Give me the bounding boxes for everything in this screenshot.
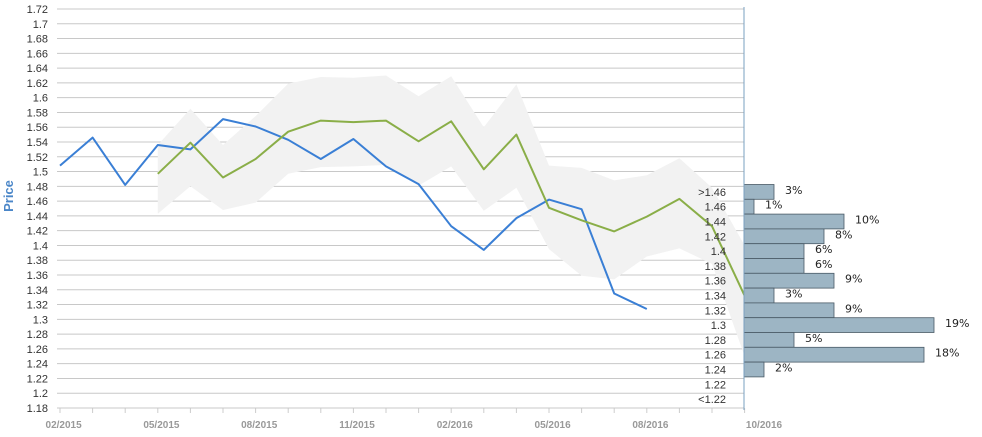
- x-tick-label: 08/2016: [632, 420, 669, 431]
- distribution-bar: [743, 228, 825, 245]
- distribution-pct-label: 19%: [945, 317, 969, 330]
- forecast-band-area: [157, 75, 745, 357]
- distribution-bucket-label: 1.42: [705, 231, 726, 243]
- y-tick-label: 1.46: [27, 196, 48, 208]
- y-tick-label: 1.32: [27, 300, 48, 312]
- y-tick-label: 1.64: [27, 63, 48, 75]
- axes: 1.18 1.2 1.22 1.24 1.26 1.28 1.3 1.32 1.34 1.36 1.…: [27, 4, 783, 431]
- y-tick-label: 1.24: [27, 359, 48, 371]
- distribution-bucket-label: 1.44: [705, 217, 726, 229]
- distribution-bucket-label: 1.24: [705, 365, 726, 377]
- forecast-price-line: [157, 119, 746, 297]
- distribution-bucket-label: 1.4: [711, 246, 726, 258]
- distribution-bar: [743, 302, 835, 319]
- y-tick-label: 1.68: [27, 34, 48, 46]
- y-tick-label: 1.28: [27, 329, 48, 341]
- y-tick-label: 1.66: [27, 48, 48, 60]
- distribution-bucket-label: 1.38: [705, 261, 726, 273]
- x-tick-label: 02/2015: [46, 420, 83, 431]
- distribution-bar: [743, 317, 935, 333]
- x-tick-label: 10/2016: [746, 420, 783, 431]
- distribution-bar: [743, 243, 805, 259]
- distribution-bar: [743, 184, 775, 200]
- distribution-bar: [743, 361, 765, 378]
- distribution-pct-label: 8%: [835, 228, 852, 241]
- y-tick-label: 1.4: [33, 240, 48, 252]
- distribution-bar: [743, 272, 835, 289]
- distribution-pct-label: 1%: [765, 199, 782, 212]
- actual-price-line: [59, 118, 648, 310]
- distribution-pct-label: 5%: [805, 332, 822, 345]
- y-axis-label: Price: [1, 180, 16, 212]
- y-tick-label: 1.26: [27, 344, 48, 356]
- y-tick-label: 1.62: [27, 78, 48, 90]
- y-tick-label: 1.38: [27, 255, 48, 267]
- y-tick-label: 1.42: [27, 226, 48, 238]
- distribution-pct-label: 9%: [845, 302, 862, 315]
- y-tick-label: 1.18: [27, 403, 48, 415]
- y-tick-label: 1.34: [27, 285, 48, 297]
- distribution-pct-label: 3%: [785, 288, 802, 301]
- distribution-bucket-label: 1.36: [705, 276, 726, 288]
- distribution-pct-label: 3%: [785, 184, 802, 197]
- distribution-pct-label: 6%: [815, 258, 832, 271]
- x-tick-label: 02/2016: [437, 420, 474, 431]
- distribution-bucket-label: 1.28: [705, 335, 726, 347]
- y-tick-label: 1.36: [27, 270, 48, 282]
- distribution-histogram: >1.46 3% 1.46 1% 1.44 10% 1.42 8% 1.4 6% 1.38 6% 1.3…: [698, 184, 969, 406]
- distribution-bucket-label: <1.22: [698, 394, 726, 406]
- distribution-pct-label: 9%: [845, 273, 862, 286]
- y-tick-label: 1.22: [27, 373, 48, 385]
- distribution-bar: [743, 346, 925, 363]
- distribution-bar: [743, 258, 805, 274]
- y-tick-label: 1.72: [27, 4, 48, 16]
- y-tick-label: 1.54: [27, 137, 48, 149]
- distribution-pct-label: 6%: [815, 243, 832, 256]
- y-tick-label: 1.56: [27, 122, 48, 134]
- price-series: [59, 118, 746, 310]
- distribution-bar: [743, 332, 795, 348]
- y-tick-label: 1.58: [27, 107, 48, 119]
- distribution-bar: [743, 287, 775, 304]
- y-tick-label: 1.44: [27, 211, 48, 223]
- distribution-bucket-label: 1.3: [711, 320, 726, 332]
- y-tick-label: 1.5: [33, 167, 48, 179]
- distribution-pct-label: 2%: [775, 362, 792, 375]
- distribution-pct-label: 10%: [855, 214, 879, 227]
- distribution-bar: [743, 198, 755, 215]
- y-tick-label: 1.2: [33, 388, 48, 400]
- x-tick-label: 08/2015: [241, 420, 278, 431]
- y-tick-label: 1.3: [33, 314, 48, 326]
- distribution-bucket-label: 1.26: [705, 350, 726, 362]
- x-tick-label: 11/2015: [339, 420, 375, 431]
- distribution-bucket-label: 1.22: [705, 379, 726, 391]
- distribution-bucket-label: >1.46: [698, 187, 726, 199]
- distribution-bucket-label: 1.32: [705, 305, 726, 317]
- y-tick-label: 1.6: [33, 93, 48, 105]
- distribution-bucket-label: 1.34: [705, 291, 726, 303]
- distribution-bucket-label: 1.46: [705, 202, 726, 214]
- x-tick-label: 05/2015: [143, 420, 180, 431]
- forecast-band: [157, 75, 745, 357]
- x-tick-label: 05/2016: [535, 420, 572, 431]
- distribution-bar: [743, 213, 845, 230]
- distribution-pct-label: 18%: [935, 347, 959, 360]
- y-tick-label: 1.7: [33, 19, 48, 31]
- y-tick-label: 1.48: [27, 181, 48, 193]
- y-tick-label: 1.52: [27, 152, 48, 164]
